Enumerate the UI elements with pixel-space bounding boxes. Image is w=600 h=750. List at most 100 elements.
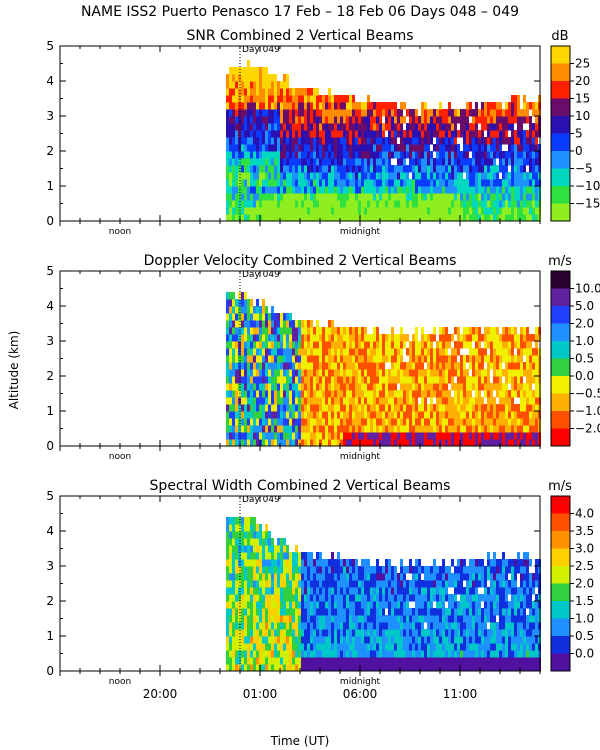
data-cell — [271, 657, 274, 665]
data-cell — [328, 172, 331, 180]
data-cell — [298, 566, 301, 574]
data-cell — [484, 334, 487, 342]
data-cell — [433, 186, 436, 194]
data-cell — [244, 601, 247, 609]
data-cell — [265, 74, 268, 82]
data-cell — [337, 130, 340, 138]
data-cell — [385, 341, 388, 349]
data-cell — [229, 552, 232, 560]
data-cell — [289, 334, 292, 342]
data-cell — [481, 186, 484, 194]
data-cell — [529, 144, 532, 152]
data-cell — [289, 348, 292, 356]
data-cell — [397, 144, 400, 152]
data-cell — [490, 425, 493, 433]
data-cell — [367, 559, 370, 567]
data-cell — [403, 116, 406, 124]
data-cell — [247, 615, 250, 623]
data-cell — [418, 418, 421, 426]
data-cell — [286, 165, 289, 173]
data-cell — [349, 95, 352, 103]
data-cell — [310, 383, 313, 391]
data-cell — [385, 123, 388, 131]
data-cell — [466, 341, 469, 349]
data-cell — [286, 643, 289, 651]
data-cell — [346, 376, 349, 384]
data-cell — [496, 341, 499, 349]
y-tick-label: 4 — [46, 299, 54, 313]
data-cell — [280, 200, 283, 208]
data-cell — [385, 179, 388, 187]
data-cell — [334, 664, 337, 672]
data-cell — [307, 566, 310, 574]
data-cell — [280, 411, 283, 419]
data-cell — [322, 594, 325, 602]
data-cell — [301, 109, 304, 117]
data-cell — [430, 390, 433, 398]
data-cell — [352, 144, 355, 152]
data-cell — [469, 193, 472, 201]
data-cell — [316, 587, 319, 595]
data-cell — [283, 636, 286, 644]
data-cell — [400, 622, 403, 630]
data-cell — [343, 109, 346, 117]
data-cell — [271, 102, 274, 110]
data-cell — [253, 376, 256, 384]
data-cell — [385, 193, 388, 201]
data-cell — [514, 95, 517, 103]
data-cell — [250, 67, 253, 75]
data-cell — [238, 622, 241, 630]
data-cell — [307, 214, 310, 222]
data-cell — [310, 601, 313, 609]
data-cell — [394, 643, 397, 651]
data-cell — [403, 362, 406, 370]
data-cell — [283, 88, 286, 96]
data-cell — [346, 594, 349, 602]
data-cell — [349, 151, 352, 159]
data-cell — [520, 193, 523, 201]
data-cell — [373, 397, 376, 405]
data-cell — [301, 186, 304, 194]
data-cell — [277, 362, 280, 370]
data-cell — [232, 418, 235, 426]
data-cell — [256, 594, 259, 602]
data-cell — [262, 418, 265, 426]
data-cell — [421, 165, 424, 173]
data-cell — [397, 214, 400, 222]
data-cell — [487, 327, 490, 335]
data-cell — [475, 207, 478, 215]
data-cell — [256, 650, 259, 658]
data-cell — [316, 601, 319, 609]
data-cell — [436, 158, 439, 166]
data-cell — [352, 587, 355, 595]
data-cell — [379, 165, 382, 173]
data-cell — [472, 439, 475, 447]
data-cell — [316, 580, 319, 588]
data-cell — [340, 327, 343, 335]
data-cell — [349, 123, 352, 131]
data-cell — [355, 411, 358, 419]
data-cell — [505, 151, 508, 159]
data-cell — [328, 109, 331, 117]
data-cell — [433, 418, 436, 426]
data-cell — [256, 636, 259, 644]
data-cell — [355, 341, 358, 349]
data-cell — [439, 334, 442, 342]
data-cell — [283, 573, 286, 581]
data-cell — [463, 341, 466, 349]
data-cell — [529, 355, 532, 363]
data-cell — [313, 615, 316, 623]
data-cell — [262, 313, 265, 321]
data-cell — [226, 559, 229, 567]
data-cell — [463, 130, 466, 138]
data-cell — [427, 404, 430, 412]
data-cell — [280, 88, 283, 96]
data-cell — [403, 179, 406, 187]
data-cell — [298, 95, 301, 103]
data-cell — [457, 376, 460, 384]
colorbar-swatch — [551, 133, 570, 152]
data-cell — [250, 95, 253, 103]
data-cell — [310, 214, 313, 222]
data-cell — [289, 151, 292, 159]
data-cell — [247, 587, 250, 595]
